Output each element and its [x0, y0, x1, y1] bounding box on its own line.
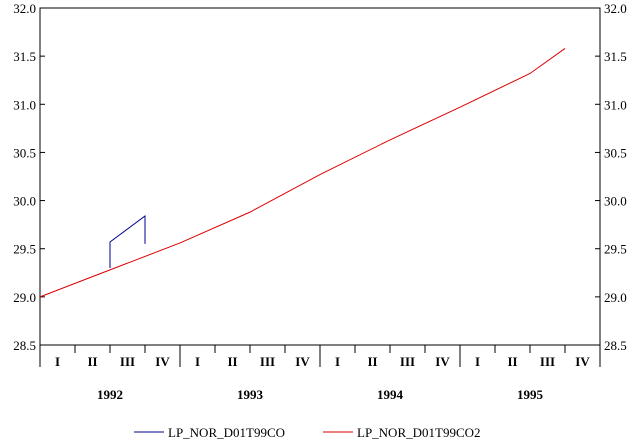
y-tick-label-right: 31.5	[604, 49, 627, 64]
y-tick-label-right: 31.0	[604, 97, 627, 112]
x-quarter-label: III	[120, 354, 135, 369]
x-quarter-label: III	[400, 354, 415, 369]
x-quarter-label: II	[507, 354, 517, 369]
x-quarter-label: I	[335, 354, 340, 369]
y-tick-label-right: 29.0	[604, 290, 627, 305]
y-tick-label-right: 29.5	[604, 242, 627, 257]
series-line-1	[109, 214, 146, 268]
x-quarter-label: II	[87, 354, 97, 369]
y-tick-label-right: 30.0	[604, 194, 627, 209]
y-tick-label-left: 30.5	[13, 145, 36, 160]
x-year-label: 1993	[237, 387, 264, 402]
x-year-label: 1992	[97, 387, 123, 402]
x-quarter-label: IV	[295, 354, 310, 369]
y-axis-left: 28.5 29.0 29.5 30.0 30.5 31.0 31.5 32.0	[13, 1, 45, 353]
y-tick-label-right: 28.5	[604, 338, 627, 353]
x-quarter-label: II	[227, 354, 237, 369]
y-tick-label-left: 31.0	[13, 97, 36, 112]
y-tick-label-left: 30.0	[13, 194, 36, 209]
x-quarter-label: IV	[575, 354, 590, 369]
series-line-2	[39, 48, 566, 298]
y-tick-label-left: 29.5	[13, 242, 36, 257]
x-year-label: 1994	[377, 387, 404, 402]
y-tick-label-left: 32.0	[13, 1, 36, 16]
x-quarter-label: I	[475, 354, 480, 369]
x-quarter-label: III	[540, 354, 555, 369]
x-quarter-label: II	[367, 354, 377, 369]
x-quarter-label: I	[55, 354, 60, 369]
y-tick-label-left: 29.0	[13, 290, 36, 305]
y-tick-label-left: 31.5	[13, 49, 36, 64]
x-quarter-label: I	[195, 354, 200, 369]
legend: LP_NOR_D01T99CO LP_NOR_D01T99CO2	[134, 425, 481, 440]
y-tick-label-right: 30.5	[604, 145, 627, 160]
x-quarter-label: IV	[435, 354, 450, 369]
y-axis-right: 28.5 29.0 29.5 30.0 30.5 31.0 31.5 32.0	[595, 1, 627, 353]
x-quarter-label: IV	[155, 354, 170, 369]
legend-label-2: LP_NOR_D01T99CO2	[357, 425, 481, 440]
series-layer	[39, 48, 566, 298]
legend-label-1: LP_NOR_D01T99CO	[168, 425, 285, 440]
x-quarter-label: III	[260, 354, 275, 369]
y-tick-label-right: 32.0	[604, 1, 627, 16]
x-year-label: 1995	[517, 387, 544, 402]
y-tick-label-left: 28.5	[13, 338, 36, 353]
plot-frame	[39, 7, 601, 346]
